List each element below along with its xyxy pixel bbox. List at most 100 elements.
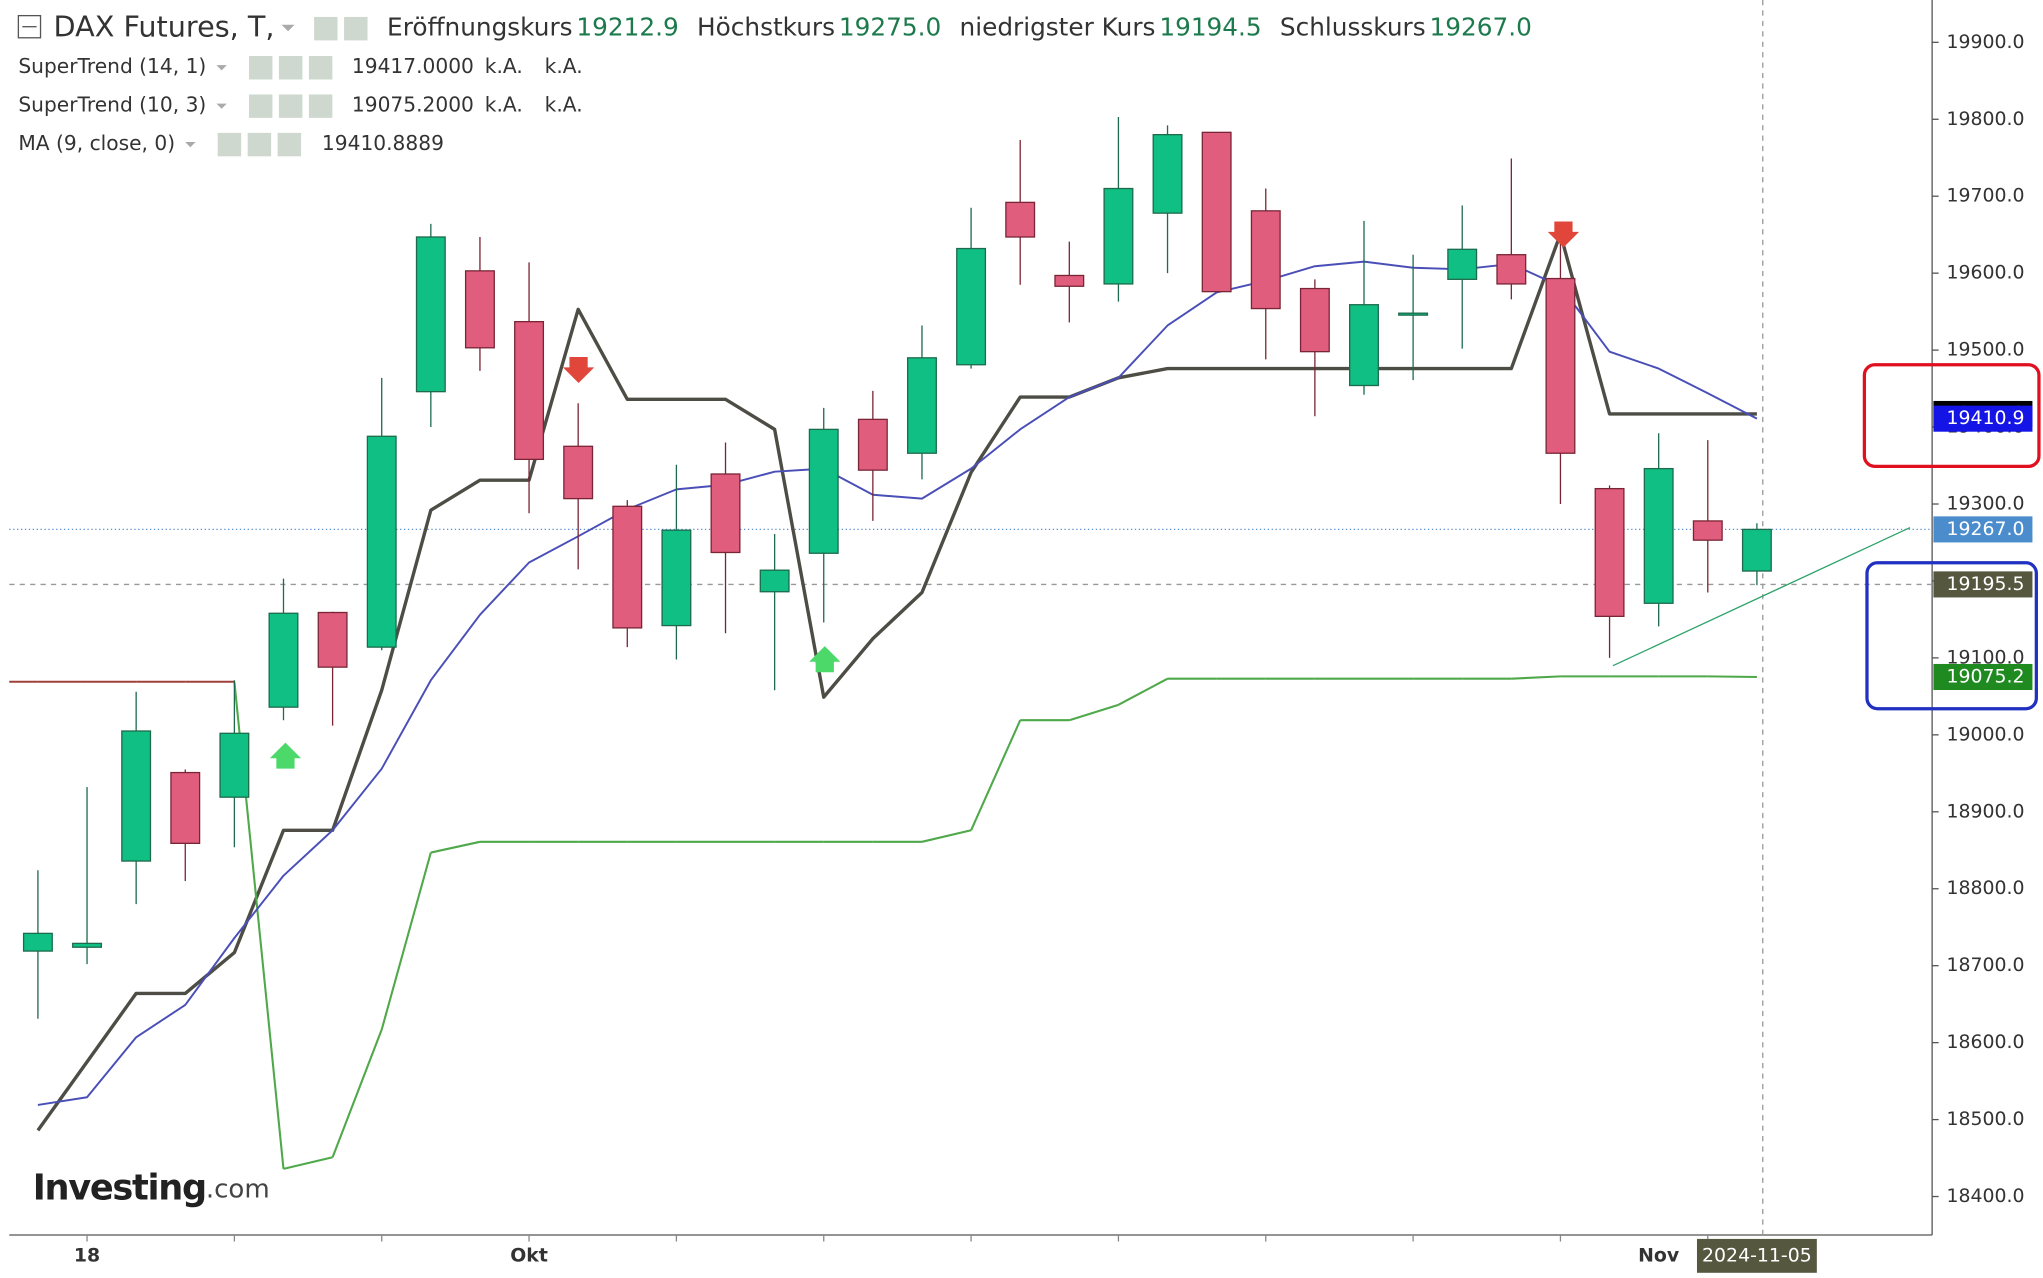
candle-body bbox=[1103, 187, 1134, 285]
logo-main: Investing bbox=[33, 1167, 206, 1208]
buy-arrow bbox=[269, 742, 302, 769]
dropdown-icon[interactable] bbox=[216, 103, 227, 109]
logo-suffix: .com bbox=[206, 1174, 270, 1204]
indicator-name: SuperTrend (10, 3) bbox=[18, 93, 206, 117]
dropdown-icon[interactable] bbox=[216, 65, 227, 71]
open-label: Eröffnungskurs bbox=[387, 13, 572, 42]
low-label: niedrigster Kurs bbox=[960, 13, 1156, 42]
trend-line bbox=[1612, 527, 1911, 667]
supertrend-segment bbox=[1511, 675, 1561, 680]
sell-arrow bbox=[1547, 221, 1580, 248]
dropdown-icon[interactable] bbox=[281, 24, 295, 32]
indicator-value: 19075.2000 bbox=[352, 93, 474, 117]
plot-area bbox=[9, 41, 1939, 1242]
candle-body bbox=[72, 942, 103, 948]
candle-body bbox=[1201, 131, 1232, 293]
gear-icon[interactable] bbox=[278, 94, 303, 118]
price-tag-label: 19410.9 bbox=[1946, 407, 2024, 429]
candle-body bbox=[1250, 210, 1281, 310]
gear-icon[interactable] bbox=[278, 56, 303, 80]
indicator-legend: SuperTrend (14, 1) 19417.0000 k.A. k.A. Supe… bbox=[18, 54, 583, 157]
y-tick-label: 19000.0 bbox=[1946, 723, 2024, 745]
supertrend-segment bbox=[1068, 703, 1119, 722]
y-tick-label: 18600.0 bbox=[1946, 1031, 2024, 1053]
candle-body bbox=[1545, 277, 1576, 454]
indicator-extra: k.A. bbox=[485, 93, 523, 117]
x-crosshair-tag bbox=[1696, 1238, 1817, 1273]
supertrend-segment bbox=[1117, 677, 1169, 706]
gear-icon[interactable] bbox=[344, 16, 368, 41]
supertrend-segment bbox=[283, 1156, 333, 1170]
candle-body bbox=[563, 445, 594, 500]
buy-arrow bbox=[809, 646, 841, 673]
candle-body bbox=[22, 932, 53, 952]
candle-body bbox=[1398, 312, 1429, 316]
price-tag bbox=[1933, 571, 2033, 598]
price-tag-label: 19195.5 bbox=[1946, 573, 2024, 595]
candle-body bbox=[906, 357, 937, 454]
candle-body bbox=[808, 428, 839, 554]
collapse-icon[interactable] bbox=[17, 14, 42, 39]
eye-icon[interactable] bbox=[314, 16, 338, 41]
y-tick-label: 18400.0 bbox=[1946, 1185, 2024, 1207]
candle-body bbox=[170, 771, 201, 844]
candle-body bbox=[366, 435, 397, 648]
y-tick-label: 19300.0 bbox=[1946, 493, 2024, 515]
remove-icon[interactable] bbox=[308, 94, 333, 118]
candle-body bbox=[415, 236, 446, 393]
gear-icon[interactable] bbox=[247, 132, 272, 157]
x-tick-label: Okt bbox=[510, 1244, 548, 1266]
indicator-name: MA (9, close, 0) bbox=[18, 131, 175, 155]
y-tick-label: 19100.0 bbox=[1946, 646, 2024, 668]
candle-body bbox=[1594, 487, 1625, 618]
y-tick-label: 18500.0 bbox=[1946, 1108, 2024, 1130]
candle-body bbox=[1054, 274, 1085, 287]
highlight-box-blue bbox=[1865, 561, 2038, 711]
supertrend-segment bbox=[331, 1029, 383, 1158]
dropdown-icon[interactable] bbox=[185, 142, 196, 148]
price-tag-label: 19267.0 bbox=[1946, 518, 2024, 540]
eye-icon[interactable] bbox=[248, 94, 273, 118]
indicator-extra: k.A. bbox=[545, 54, 583, 78]
low-value: 19194.5 bbox=[1159, 13, 1261, 42]
candle-body bbox=[612, 505, 643, 629]
candle-body bbox=[857, 418, 888, 471]
instrument-title: DAX Futures, T, bbox=[54, 10, 275, 44]
signal-arrows bbox=[269, 221, 1580, 769]
y-tick-label: 19600.0 bbox=[1946, 262, 2024, 284]
eye-icon[interactable] bbox=[248, 56, 273, 80]
candle-body bbox=[1447, 248, 1478, 280]
indicator-value: 19417.0000 bbox=[352, 54, 474, 78]
supertrend-segment bbox=[430, 840, 481, 854]
price-tag bbox=[1933, 405, 2033, 432]
candle-body bbox=[661, 529, 692, 627]
candle-body bbox=[710, 473, 741, 554]
logo: Investing.com bbox=[33, 1167, 270, 1208]
y-tick-label: 19800.0 bbox=[1946, 108, 2024, 130]
close-value: 19267.0 bbox=[1430, 13, 1532, 42]
y-tick-label: 19700.0 bbox=[1946, 185, 2024, 207]
candle-body bbox=[268, 612, 299, 708]
candle-body bbox=[1299, 287, 1330, 353]
close-label: Schlusskurs bbox=[1280, 13, 1426, 42]
highlight-box-red bbox=[1862, 363, 2041, 469]
candle-body bbox=[956, 247, 987, 366]
supertrend-segment bbox=[1707, 675, 1757, 679]
y-tick-label: 19500.0 bbox=[1946, 339, 2024, 361]
open-value: 19212.9 bbox=[576, 13, 678, 42]
y-tick-label: 18800.0 bbox=[1946, 877, 2024, 899]
supertrend-line bbox=[36, 232, 1757, 1132]
remove-icon[interactable] bbox=[308, 56, 333, 80]
y-tick-label: 18700.0 bbox=[1946, 954, 2024, 976]
candle-body bbox=[514, 320, 545, 461]
supertrend-segment bbox=[970, 719, 1022, 831]
remove-icon[interactable] bbox=[277, 132, 302, 157]
price-tag bbox=[1933, 516, 2033, 543]
supertrend-segment bbox=[380, 852, 432, 1030]
y-tick-label: 19900.0 bbox=[1946, 31, 2024, 53]
candle-body bbox=[121, 730, 152, 862]
candle-body bbox=[1152, 134, 1183, 214]
eye-icon[interactable] bbox=[217, 132, 242, 157]
x-crosshair-label: 2024-11-05 bbox=[1702, 1244, 1812, 1266]
